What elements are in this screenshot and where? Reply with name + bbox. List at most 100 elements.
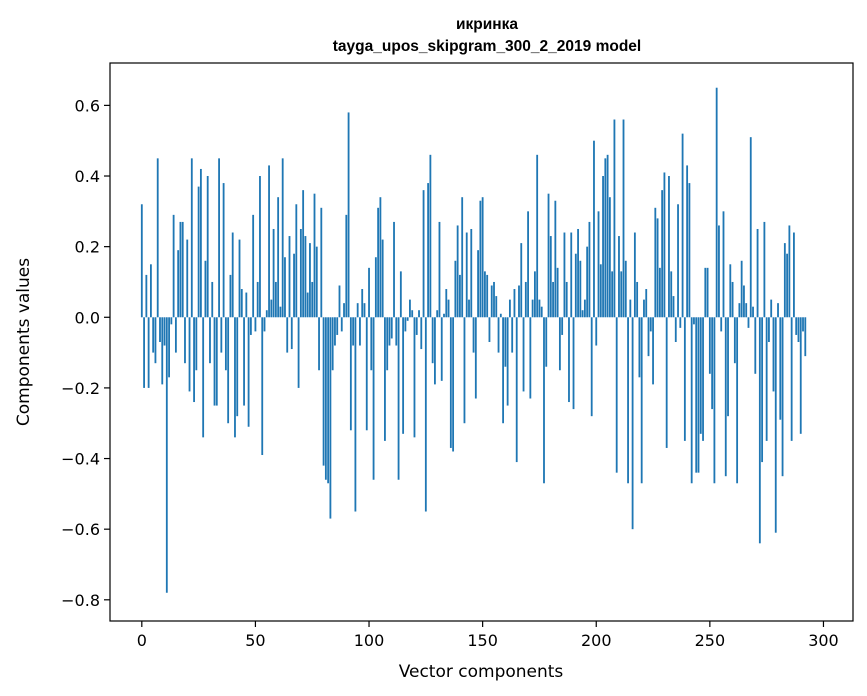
bar-component-70 bbox=[299, 228, 302, 318]
bar-component-192 bbox=[577, 228, 579, 318]
bar-component-3 bbox=[147, 317, 150, 388]
bar-component-235 bbox=[674, 317, 677, 342]
bar-component-273 bbox=[761, 317, 764, 463]
bar-component-32 bbox=[213, 317, 216, 406]
bar-component-271 bbox=[756, 228, 759, 318]
bar-component-134 bbox=[445, 289, 448, 318]
bar-component-231 bbox=[665, 317, 668, 448]
bar-component-68 bbox=[295, 204, 298, 318]
bar-component-39 bbox=[229, 274, 232, 318]
bar-component-65 bbox=[288, 236, 291, 318]
bar-component-94 bbox=[354, 317, 357, 512]
bar-component-159 bbox=[502, 317, 504, 424]
bar-component-11 bbox=[165, 317, 168, 593]
bar-component-87 bbox=[338, 285, 341, 318]
bar-component-236 bbox=[677, 204, 679, 318]
bar-component-261 bbox=[733, 317, 736, 364]
bar-component-76 bbox=[313, 193, 316, 318]
bar-component-13 bbox=[170, 317, 173, 325]
bar-component-252 bbox=[713, 317, 716, 484]
bar-component-197 bbox=[588, 221, 591, 318]
bar-component-22 bbox=[190, 158, 193, 318]
bar-component-17 bbox=[179, 221, 182, 318]
x-axis-label: Vector components bbox=[399, 662, 564, 682]
bar-component-160 bbox=[504, 317, 507, 367]
bar-component-107 bbox=[384, 317, 386, 441]
bar-component-172 bbox=[531, 299, 534, 318]
bar-component-16 bbox=[177, 250, 180, 318]
bar-component-45 bbox=[243, 317, 245, 406]
bar-component-278 bbox=[772, 317, 775, 392]
plot-frame bbox=[109, 62, 854, 622]
bar-component-67 bbox=[293, 253, 295, 318]
bar-component-289 bbox=[797, 317, 800, 342]
bar-component-116 bbox=[404, 317, 407, 332]
bar-component-218 bbox=[636, 281, 639, 318]
y-tick-label: 0.4 bbox=[75, 167, 100, 186]
bar-component-191 bbox=[574, 253, 577, 318]
bar-component-74 bbox=[309, 243, 311, 318]
bar-component-167 bbox=[520, 243, 523, 318]
bar-component-113 bbox=[397, 317, 400, 480]
bar-component-93 bbox=[352, 317, 355, 346]
bar-component-82 bbox=[327, 317, 330, 484]
bar-component-114 bbox=[399, 271, 402, 318]
bar-component-88 bbox=[340, 317, 343, 332]
bar-component-123 bbox=[420, 317, 423, 350]
bar-component-153 bbox=[488, 317, 491, 342]
bar-component-104 bbox=[377, 207, 380, 318]
bar-component-184 bbox=[558, 317, 561, 371]
bar-component-61 bbox=[279, 306, 282, 318]
bar-component-81 bbox=[324, 317, 327, 480]
bar-component-193 bbox=[579, 260, 582, 318]
bar-component-144 bbox=[468, 299, 470, 318]
bar-component-79 bbox=[320, 207, 323, 318]
bar-component-66 bbox=[290, 317, 293, 350]
bar-component-95 bbox=[356, 303, 359, 318]
bar-component-34 bbox=[218, 158, 220, 318]
bar-component-71 bbox=[302, 190, 305, 318]
bar-component-101 bbox=[370, 317, 373, 371]
bar-component-7 bbox=[156, 158, 159, 318]
bar-component-187 bbox=[565, 281, 568, 318]
bar-component-4 bbox=[149, 264, 152, 318]
y-tick-label: −0.2 bbox=[61, 379, 100, 398]
x-tick-label: 50 bbox=[245, 631, 265, 650]
bar-component-285 bbox=[788, 225, 791, 318]
bar-component-207 bbox=[611, 271, 614, 318]
bar-component-137 bbox=[452, 317, 455, 452]
bar-component-248 bbox=[704, 267, 707, 318]
bar-component-165 bbox=[515, 317, 518, 463]
bar-component-154 bbox=[490, 285, 493, 318]
bar-component-189 bbox=[570, 232, 573, 318]
bar-component-6 bbox=[154, 317, 157, 364]
bar-component-143 bbox=[465, 232, 468, 318]
bar-component-210 bbox=[618, 236, 620, 318]
bar-component-280 bbox=[777, 303, 779, 318]
bar-component-290 bbox=[799, 317, 802, 434]
bar-component-288 bbox=[795, 317, 798, 335]
bar-component-2 bbox=[145, 274, 148, 318]
bar-component-233 bbox=[670, 271, 673, 318]
bar-component-279 bbox=[774, 317, 777, 533]
x-tick-label: 100 bbox=[354, 631, 385, 650]
bar-component-8 bbox=[159, 317, 161, 342]
bar-component-49 bbox=[252, 214, 255, 318]
bar-component-35 bbox=[220, 317, 223, 353]
bar-component-276 bbox=[768, 317, 770, 342]
bar-component-292 bbox=[804, 317, 807, 357]
bar-component-226 bbox=[654, 207, 657, 318]
bar-component-25 bbox=[197, 186, 200, 318]
bar-component-243 bbox=[693, 317, 695, 325]
bar-component-227 bbox=[656, 218, 659, 318]
bar-component-42 bbox=[236, 317, 239, 417]
bar-component-52 bbox=[259, 176, 261, 318]
bar-component-40 bbox=[231, 232, 234, 318]
bar-component-171 bbox=[529, 317, 532, 399]
bar-component-69 bbox=[297, 317, 300, 388]
bar-component-102 bbox=[372, 317, 375, 480]
bar-component-194 bbox=[581, 310, 584, 318]
bar-component-33 bbox=[215, 317, 218, 406]
bar-component-237 bbox=[679, 317, 682, 328]
bar-component-58 bbox=[272, 228, 275, 318]
